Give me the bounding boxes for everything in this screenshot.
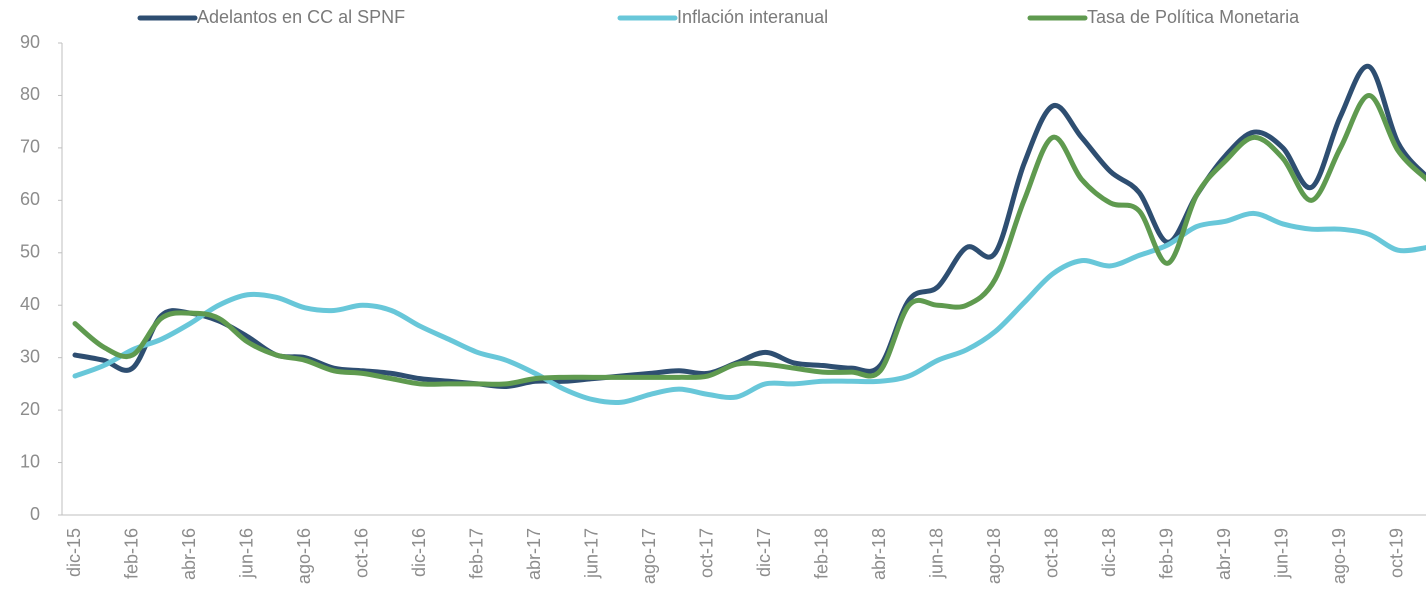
x-tick-label: ago-19 [1329,528,1349,584]
x-tick-label: dic-16 [409,528,429,577]
x-tick-label: ago-16 [294,528,314,584]
x-tick-label: abr-18 [869,528,889,580]
legend-label: Adelantos en CC al SPNF [197,7,405,27]
x-tick-label: feb-18 [812,528,832,579]
x-tick-label: oct-17 [696,528,716,578]
y-tick-label: 80 [20,84,40,104]
x-tick-label: dic-17 [754,528,774,577]
legend-label: Inflación interanual [677,7,828,27]
y-tick-label: 50 [20,242,40,262]
x-tick-label: ago-18 [984,528,1004,584]
x-tick-label: abr-16 [179,528,199,580]
y-tick-label: 10 [20,451,40,471]
y-tick-label: 40 [20,294,40,314]
x-tick-label: oct-16 [351,528,371,578]
x-tick-label: abr-17 [524,528,544,580]
legend-label: Tasa de Política Monetaria [1087,7,1300,27]
x-tick-label: oct-18 [1042,528,1062,578]
x-tick-label: ago-17 [639,528,659,584]
y-tick-label: 0 [30,504,40,524]
x-tick-label: feb-19 [1157,528,1177,579]
x-tick-label: jun-17 [581,528,601,579]
y-tick-label: 20 [20,399,40,419]
x-tick-label: oct-19 [1387,528,1407,578]
x-tick-label: jun-19 [1272,528,1292,579]
x-tick-label: feb-16 [121,528,141,579]
x-tick-label: jun-16 [236,528,256,579]
series-line [72,63,1426,390]
y-tick-label: 90 [20,32,40,52]
series-line [72,92,1426,387]
x-tick-label: dic-15 [64,528,84,577]
x-tick-label: feb-17 [466,528,486,579]
x-tick-label: abr-19 [1214,528,1234,580]
legend: Adelantos en CC al SPNF Inflación interan… [137,7,1300,27]
x-tick-label: dic-18 [1099,528,1119,577]
y-tick-label: 60 [20,189,40,209]
y-tick-label: 70 [20,137,40,157]
y-tick-label: 30 [20,346,40,366]
series-line [72,210,1426,406]
x-tick-label: jun-18 [927,528,947,579]
